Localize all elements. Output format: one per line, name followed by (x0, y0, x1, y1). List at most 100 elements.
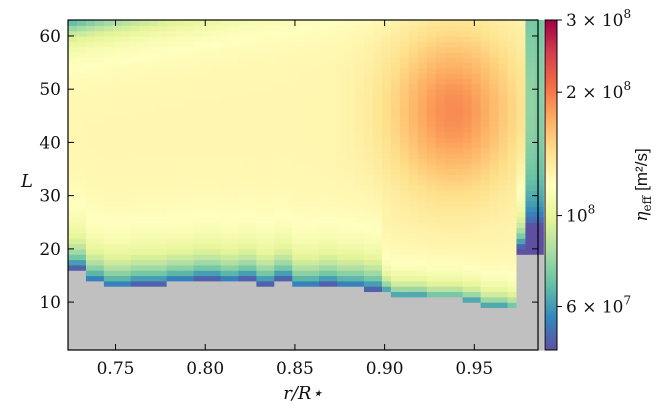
heatmap-cell (265, 302, 275, 309)
heatmap-cell (328, 334, 338, 340)
heatmap-cell (68, 216, 78, 223)
heatmap-cell (68, 158, 78, 165)
heatmap-cell (238, 216, 248, 223)
heatmap-cell (157, 190, 168, 197)
heatmap-cell (265, 296, 275, 303)
heatmap-cell (471, 216, 482, 223)
heatmap-cell (426, 115, 437, 122)
heatmap-cell (462, 280, 473, 287)
heatmap-cell (489, 121, 500, 128)
heatmap-cell (76, 57, 87, 64)
heatmap-cell (381, 83, 392, 90)
heatmap-cell (238, 83, 248, 90)
heatmap-cell (184, 67, 195, 74)
heatmap-cell (390, 126, 401, 133)
heatmap-cell (202, 195, 213, 202)
colorbar-tick-label: 6 × 107 (566, 294, 631, 318)
heatmap-cell (103, 195, 114, 202)
heatmap-cell (417, 286, 428, 293)
heatmap-cell (265, 115, 275, 122)
heatmap-cell (130, 179, 141, 186)
heatmap-cell (337, 227, 347, 234)
heatmap-cell (381, 121, 392, 128)
heatmap-cell (363, 243, 374, 250)
heatmap-cell (175, 232, 186, 239)
heatmap-cell (139, 25, 150, 32)
heatmap-cell (337, 147, 347, 154)
heatmap-cell (265, 126, 275, 133)
heatmap-cell (489, 227, 500, 234)
heatmap-cell (471, 318, 482, 324)
heatmap-cell (68, 105, 78, 112)
heatmap-cell (489, 35, 500, 42)
heatmap-cell (220, 163, 230, 170)
heatmap-cell (363, 110, 374, 117)
heatmap-cell (148, 307, 159, 314)
heatmap-cell (283, 174, 293, 181)
heatmap-cell (184, 137, 195, 144)
heatmap-cell (139, 121, 150, 128)
heatmap-cell (211, 243, 221, 250)
heatmap-cell (94, 62, 105, 69)
heatmap-cell (292, 73, 302, 80)
heatmap-cell (265, 99, 275, 106)
heatmap-cell (435, 227, 446, 234)
heatmap-cell (175, 243, 186, 250)
heatmap-cell (417, 67, 428, 74)
heatmap-cell (139, 275, 150, 282)
heatmap-cell (103, 46, 114, 53)
heatmap-cell (238, 307, 248, 314)
heatmap-cell (489, 89, 500, 96)
heatmap-cell (399, 99, 410, 106)
heatmap-cell (229, 296, 239, 303)
heatmap-cell (166, 163, 177, 170)
heatmap-cell (292, 110, 302, 117)
heatmap-cell (534, 248, 544, 255)
heatmap-cell (274, 174, 284, 181)
heatmap-cell (94, 115, 105, 122)
heatmap-cell (426, 318, 437, 324)
heatmap-cell (76, 89, 87, 96)
heatmap-cell (130, 20, 141, 26)
heatmap-cell (462, 190, 473, 197)
heatmap-cell (328, 158, 338, 165)
heatmap-cell (337, 185, 347, 191)
heatmap-cell (121, 275, 132, 282)
heatmap-cell (399, 280, 410, 287)
heatmap-cell (211, 248, 221, 255)
heatmap-cell (435, 291, 446, 298)
heatmap-cell (534, 46, 544, 53)
heatmap-cell (453, 312, 464, 319)
heatmap-cell (247, 20, 257, 26)
heatmap-cell (390, 121, 401, 128)
heatmap-cell (76, 126, 87, 133)
heatmap-cell (363, 248, 374, 255)
heatmap-cell (301, 142, 311, 149)
heatmap-cell (390, 291, 401, 298)
heatmap-cell (301, 238, 311, 245)
heatmap-cell (462, 216, 473, 223)
heatmap-cell (516, 248, 526, 255)
heatmap-cell (283, 275, 293, 282)
heatmap-cell (480, 270, 491, 277)
heatmap-cell (462, 344, 473, 351)
heatmap-cell (175, 30, 186, 37)
heatmap-cell (157, 20, 168, 26)
heatmap-cell (346, 291, 356, 298)
heatmap-cell (489, 302, 500, 309)
heatmap-cell (76, 83, 87, 90)
heatmap-cell (453, 121, 464, 128)
heatmap-cell (265, 131, 275, 138)
heatmap-cell (166, 254, 177, 261)
heatmap-cell (211, 259, 221, 266)
heatmap-cell (112, 153, 123, 159)
heatmap-cell (283, 62, 293, 69)
heatmap-cell (381, 275, 392, 282)
heatmap-cell (372, 232, 383, 239)
heatmap-cell (274, 211, 284, 218)
heatmap-cell (229, 243, 239, 250)
heatmap-cell (337, 169, 347, 175)
heatmap-cell (301, 339, 311, 346)
heatmap-cell (76, 78, 87, 85)
heatmap-cell (355, 174, 365, 181)
